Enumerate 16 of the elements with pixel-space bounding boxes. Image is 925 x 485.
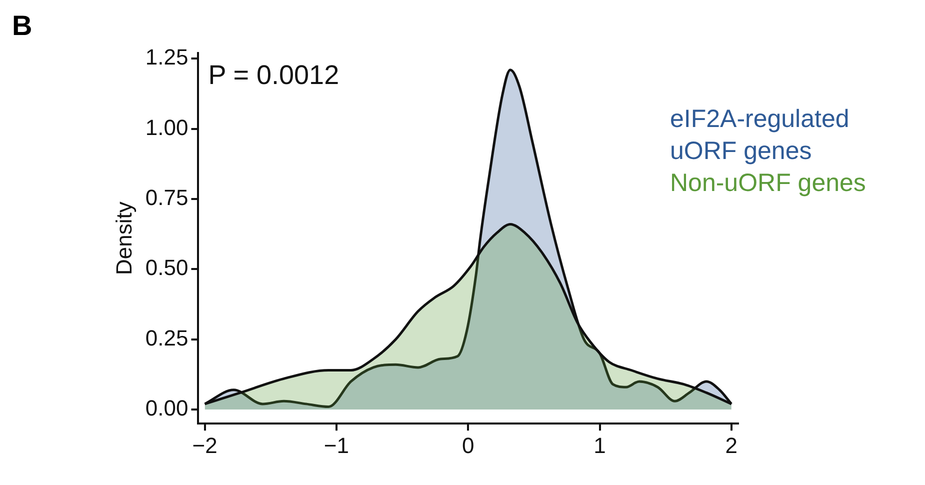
x-tick-label: 0	[462, 432, 474, 458]
x-tick-label: 1	[594, 432, 606, 458]
x-tick-label: 2	[725, 432, 738, 458]
x-tick-label: −1	[324, 432, 349, 458]
y-tick-label: 0.25	[145, 325, 188, 350]
text: eIF2A-regulated uORF genes	[670, 104, 850, 167]
y-axis-title: Density	[111, 202, 136, 275]
y-tick-label: 0.00	[145, 396, 188, 421]
chart-title: B	[12, 10, 32, 42]
y-tick-label: 1.25	[145, 44, 188, 70]
x-tick-label: −2	[192, 432, 218, 458]
text: Non-uORF genes	[670, 168, 867, 199]
y-tick-label: 0.50	[145, 255, 188, 280]
annotation: P = 0.0012	[208, 60, 340, 90]
y-tick-label: 1.00	[145, 114, 188, 140]
y-tick-label: 0.75	[145, 185, 188, 210]
